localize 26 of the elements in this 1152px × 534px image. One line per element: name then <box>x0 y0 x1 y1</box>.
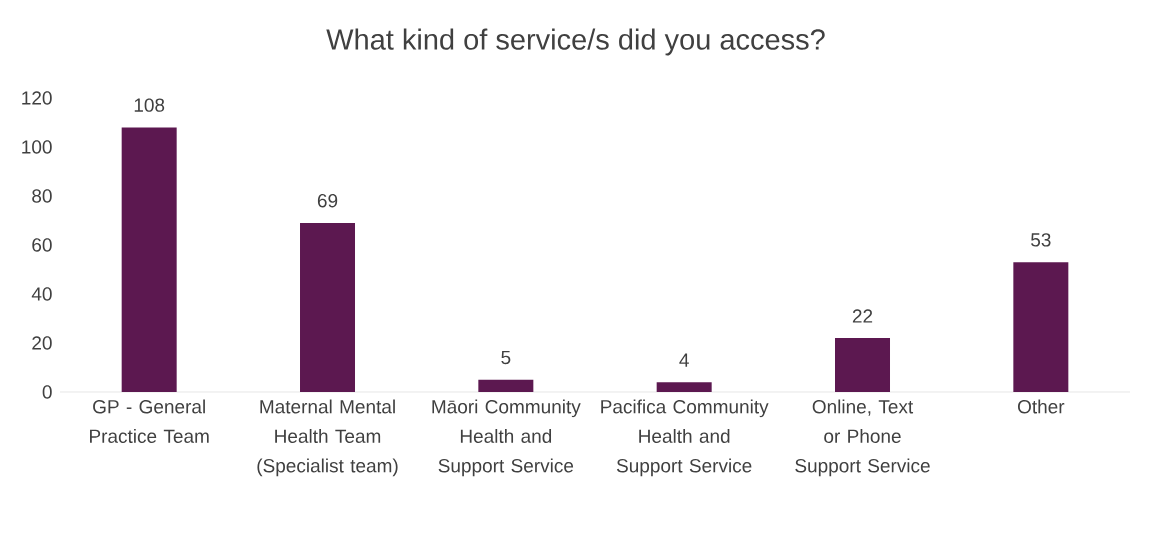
x-tick-label: Māori Community Health and Support Service <box>432 399 581 477</box>
data-label: 4 <box>679 353 689 367</box>
y-tick-label: 60 <box>32 238 52 252</box>
data-label: 53 <box>1031 233 1051 247</box>
bar <box>300 222 356 392</box>
bar <box>1013 262 1069 392</box>
data-label: 108 <box>134 98 165 112</box>
x-tick-label: Online, Text or Phone Support Service <box>795 399 930 477</box>
chart-title: What kind of service/s did you access? <box>326 28 825 56</box>
y-tick-label: 100 <box>22 140 52 154</box>
x-tick-label: GP - General Practice Team <box>90 399 209 443</box>
data-label: 5 <box>501 350 511 365</box>
data-label: 22 <box>852 309 873 323</box>
y-tick-label: 40 <box>31 287 52 301</box>
x-tick-label: Other <box>1017 399 1065 414</box>
bar <box>656 382 712 392</box>
data-label: 69 <box>317 193 338 208</box>
x-tick-label: Maternal Mental Health Team (Specialist team) <box>257 399 398 477</box>
bar <box>835 338 891 392</box>
y-tick-label: 0 <box>42 385 52 399</box>
y-tick-label: 20 <box>32 336 52 350</box>
y-tick-label: 80 <box>32 189 52 203</box>
y-tick-label: 120 <box>22 91 52 105</box>
bar <box>121 127 177 392</box>
bar <box>478 379 534 392</box>
x-tick-label: Pacifica Community Health and Support Service <box>601 399 769 477</box>
